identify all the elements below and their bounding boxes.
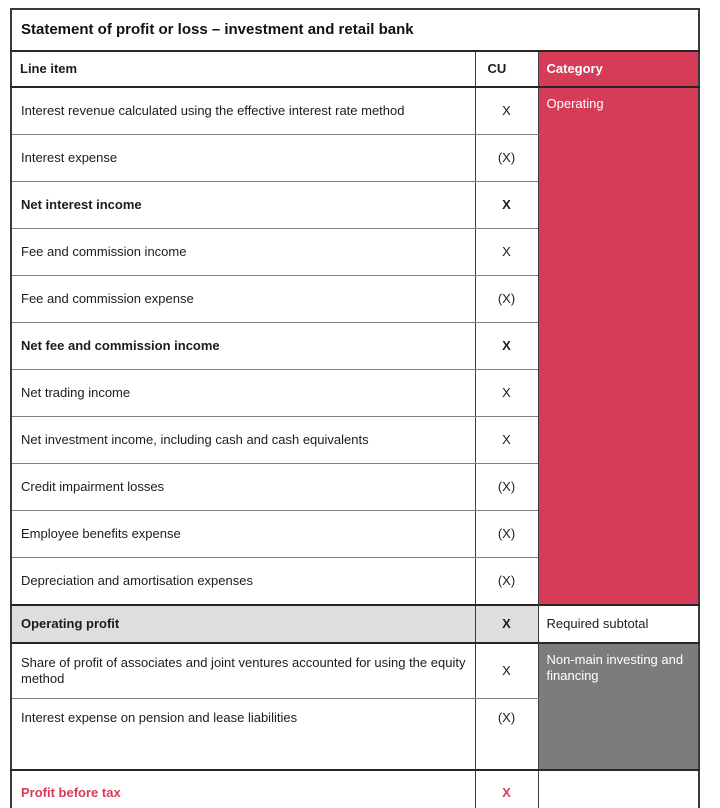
table-row: Interest expense (X) [10,134,699,182]
page-title: Statement of profit or loss – investment… [10,9,700,52]
line-item-cell: Interest expense [10,134,476,182]
line-item-cell: Interest expense on pension and lease li… [10,698,476,771]
cu-value-cell: (X) [474,134,539,182]
column-header-category: Category [537,51,700,88]
table-row: Interest expense on pension and lease li… [10,698,699,771]
table-row: Interest revenue calculated using the ef… [10,87,700,606]
category-cell [537,769,700,808]
profit-loss-table: Statement of profit or loss – investment… [10,8,701,808]
cu-value-cell: X [474,416,539,464]
line-item-cell: Net fee and commission income [10,322,476,370]
line-item-cell: Depreciation and amortisation expenses [10,557,476,606]
cu-value-cell: (X) [474,463,539,511]
cu-value-cell: X [474,228,539,276]
table-row: Employee benefits expense (X) [10,510,699,558]
line-item-cell: Net investment income, including cash an… [10,416,476,464]
table-header-row: Line item CU Category [10,51,700,88]
line-item-cell: Employee benefits expense [10,510,476,558]
line-item-cell: Fee and commission income [10,228,476,276]
cu-value-cell: X [474,643,539,699]
cu-value-cell: X [474,369,539,417]
table-row: Operating profit X Required subtotal [10,604,700,644]
table-row: Fee and commission expense (X) [10,275,699,323]
cu-value-cell: X [474,322,539,370]
cu-value-cell: (X) [474,510,539,558]
table-row: Net investment income, including cash an… [10,416,699,464]
line-item-cell: Net trading income [10,369,476,417]
table-body: Interest revenue calculated using the ef… [10,87,700,808]
category-cell: Non-main investing and financing [537,643,700,771]
table-row: Net fee and commission income X [10,322,699,370]
line-item-cell: Net interest income [10,181,476,229]
cu-value-cell: (X) [474,557,539,606]
table-row: Fee and commission income X [10,228,699,276]
table-row: Net trading income X [10,369,699,417]
table-row: Share of profit of associates and joint … [10,643,700,771]
table-row: Credit impairment losses (X) [10,463,699,511]
cu-value-cell: (X) [474,698,539,771]
line-item-cell: Profit before tax [10,769,476,808]
line-item-cell: Interest revenue calculated using the ef… [10,87,476,135]
cu-value-cell: X [474,604,539,644]
category-cell: Operating [537,87,700,606]
cu-value-cell: (X) [474,275,539,323]
cu-value-cell: X [474,87,539,135]
cu-value-cell: X [474,181,539,229]
line-item-cell: Operating profit [10,604,476,644]
cu-value-cell: X [474,769,539,808]
table-row: Depreciation and amortisation expenses (X… [10,557,699,606]
column-header-line-item: Line item [10,51,476,88]
category-cell: Required subtotal [537,604,700,644]
line-item-cell: Credit impairment losses [10,463,476,511]
line-item-cell: Fee and commission expense [10,275,476,323]
column-header-cu: CU [474,51,539,88]
table-row: Profit before tax X [10,769,700,808]
line-item-cell: Share of profit of associates and joint … [10,643,476,699]
table-row: Net interest income X [10,181,699,229]
table-title-row: Statement of profit or loss – investment… [10,9,700,52]
